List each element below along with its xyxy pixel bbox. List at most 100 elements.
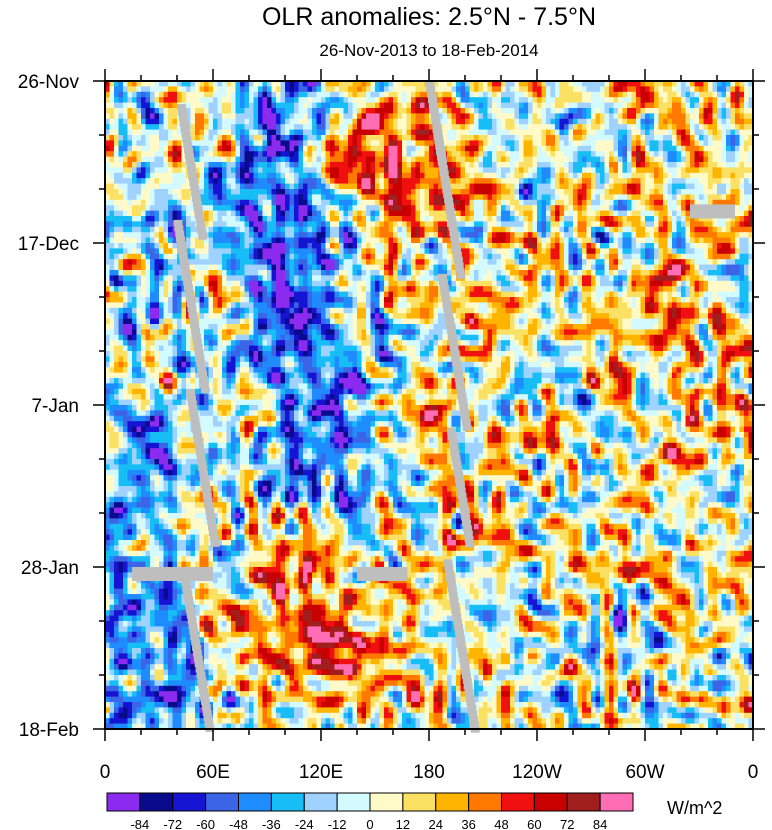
heatmap-cell (379, 210, 385, 217)
heatmap-cell (289, 124, 295, 131)
heatmap-cell (366, 259, 372, 266)
heatmap-cell (703, 135, 709, 141)
heatmap-cell (226, 232, 232, 239)
heatmap-cell (465, 178, 471, 185)
heatmap-cell (168, 199, 174, 206)
heatmap-cell (636, 129, 642, 136)
heatmap-cell (118, 97, 124, 104)
heatmap-cell (622, 248, 628, 255)
heatmap-cell (231, 124, 237, 131)
heatmap-cell (451, 129, 457, 136)
heatmap-cell (105, 232, 111, 239)
heatmap-cell (330, 167, 336, 174)
heatmap-cell (505, 108, 511, 114)
heatmap-cell (577, 216, 583, 222)
heatmap-cell (352, 151, 358, 158)
heatmap-cell (289, 216, 295, 222)
heatmap-cell (406, 183, 412, 190)
heatmap-cell (375, 253, 381, 260)
heatmap-cell (667, 118, 673, 125)
heatmap-cell (406, 151, 412, 158)
heatmap-cell (577, 194, 583, 201)
heatmap-cell (649, 108, 655, 114)
heatmap-cell (460, 145, 466, 152)
heatmap-cell (514, 216, 520, 222)
heatmap-cell (411, 221, 417, 228)
heatmap-cell (316, 189, 322, 195)
heatmap-cell (564, 205, 570, 212)
heatmap-cell (636, 259, 642, 266)
heatmap-cell (217, 183, 223, 190)
heatmap-cell (735, 253, 741, 260)
heatmap-cell (271, 259, 277, 266)
heatmap-cell (514, 210, 520, 217)
heatmap-cell (163, 145, 169, 152)
heatmap-cell (721, 108, 727, 114)
heatmap-cell (442, 108, 448, 114)
heatmap-cell (343, 113, 349, 120)
heatmap-cell (501, 172, 507, 179)
heatmap-cell (690, 172, 696, 179)
heatmap-cell (658, 189, 664, 195)
heatmap-cell (231, 172, 237, 179)
heatmap-cell (361, 140, 367, 147)
heatmap-cell (546, 264, 552, 271)
heatmap-cell (141, 183, 147, 190)
heatmap-cell (456, 81, 462, 87)
heatmap-cell (375, 226, 381, 233)
heatmap-cell (199, 129, 205, 136)
heatmap-cell (505, 113, 511, 120)
heatmap-cell (244, 210, 250, 217)
heatmap-cell (429, 124, 435, 131)
heatmap-cell (253, 183, 259, 190)
heatmap-cell (609, 248, 615, 255)
heatmap-cell (258, 145, 264, 152)
heatmap-cell (685, 91, 691, 98)
heatmap-cell (573, 178, 579, 185)
heatmap-cell (411, 81, 417, 87)
heatmap-cell (442, 145, 448, 152)
heatmap-cell (483, 237, 489, 244)
heatmap-cell (208, 86, 214, 93)
heatmap-cell (361, 221, 367, 228)
heatmap-cell (231, 178, 237, 185)
heatmap-cell (294, 194, 300, 201)
heatmap-cell (478, 91, 484, 98)
heatmap-cell (496, 140, 502, 147)
heatmap-cell (460, 113, 466, 120)
heatmap-cell (145, 237, 151, 244)
heatmap-cell (739, 248, 745, 255)
heatmap-cell (622, 129, 628, 136)
heatmap-cell (370, 264, 376, 271)
heatmap-cell (541, 145, 547, 152)
heatmap-cell (150, 253, 156, 260)
heatmap-cell (442, 253, 448, 260)
heatmap-cell (474, 172, 480, 179)
heatmap-cell (420, 232, 426, 239)
heatmap-cell (631, 145, 637, 152)
heatmap-cell (541, 124, 547, 131)
heatmap-cell (667, 97, 673, 104)
heatmap-cell (645, 102, 651, 109)
heatmap-cell (501, 248, 507, 255)
heatmap-cell (424, 210, 430, 217)
heatmap-cell (244, 199, 250, 206)
heatmap-cell (510, 129, 516, 136)
heatmap-cell (204, 156, 210, 163)
heatmap-cell (523, 108, 529, 114)
heatmap-cell (550, 86, 556, 93)
heatmap-cell (510, 243, 516, 249)
heatmap-cell (487, 243, 493, 249)
heatmap-cell (420, 253, 426, 260)
heatmap-cell (177, 167, 183, 174)
heatmap-cell (123, 199, 129, 206)
heatmap-cell (330, 221, 336, 228)
heatmap-cell (721, 259, 727, 266)
heatmap-cell (699, 118, 705, 125)
heatmap-cell (694, 167, 700, 174)
heatmap-cell (478, 151, 484, 158)
heatmap-cell (231, 167, 237, 174)
heatmap-cell (663, 102, 669, 109)
heatmap-cell (415, 81, 421, 87)
heatmap-cell (375, 199, 381, 206)
